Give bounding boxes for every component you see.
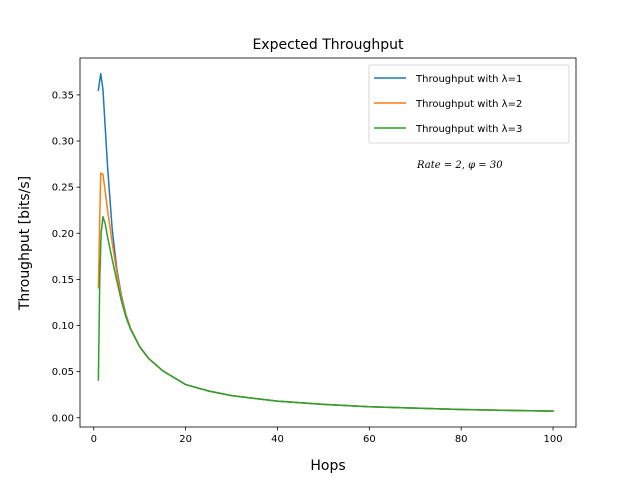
y-tick-label: 0.00 xyxy=(52,413,74,424)
annotation-text: Rate = 2, φ = 30 xyxy=(416,160,503,171)
x-tick-label: 40 xyxy=(271,434,284,445)
legend: Throughput with λ=1 Throughput with λ=2 Th… xyxy=(368,64,570,144)
chart-title: Expected Throughput xyxy=(252,37,404,53)
y-tick-label: 0.20 xyxy=(52,229,74,240)
legend-entries: Throughput with λ=1 Throughput with λ=2 Th… xyxy=(374,74,522,135)
y-tick-label: 0.15 xyxy=(52,275,74,286)
plot-frame xyxy=(79,57,577,428)
series-line-3 xyxy=(97,215,554,412)
legend-label-1: Throughput with λ=1 xyxy=(415,74,522,85)
series-layer xyxy=(97,72,554,412)
x-tick-label: 20 xyxy=(179,434,192,445)
x-axis-title: Hops xyxy=(310,458,345,474)
legend-label-3: Throughput with λ=3 xyxy=(415,124,522,135)
x-tick-label: 100 xyxy=(543,434,562,445)
y-tick-label: 0.30 xyxy=(52,137,74,148)
x-tick-label: 60 xyxy=(363,434,376,445)
y-tick-label: 0.25 xyxy=(52,183,74,194)
legend-label-2: Throughput with λ=2 xyxy=(415,99,522,110)
y-tick-label: 0.35 xyxy=(52,90,74,101)
x-axis: 0 20 40 60 80 100 xyxy=(91,427,563,445)
y-axis: 0.00 0.05 0.10 0.15 0.20 0.25 0.30 0.35 xyxy=(52,90,80,424)
y-axis-title: Throughput [bits/s] xyxy=(17,176,33,311)
x-tick-label: 80 xyxy=(455,434,468,445)
y-tick-label: 0.05 xyxy=(52,367,74,378)
plot-area xyxy=(79,57,577,428)
y-tick-label: 0.10 xyxy=(52,321,74,332)
legend-box xyxy=(368,64,570,144)
x-tick-label: 0 xyxy=(91,434,97,445)
